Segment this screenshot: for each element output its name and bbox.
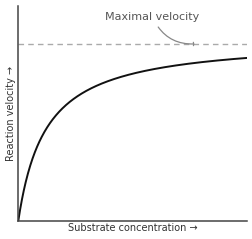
Y-axis label: Reaction velocity →: Reaction velocity → — [6, 65, 15, 161]
X-axis label: Substrate concentration →: Substrate concentration → — [68, 223, 197, 234]
Text: Maximal velocity: Maximal velocity — [105, 12, 199, 46]
